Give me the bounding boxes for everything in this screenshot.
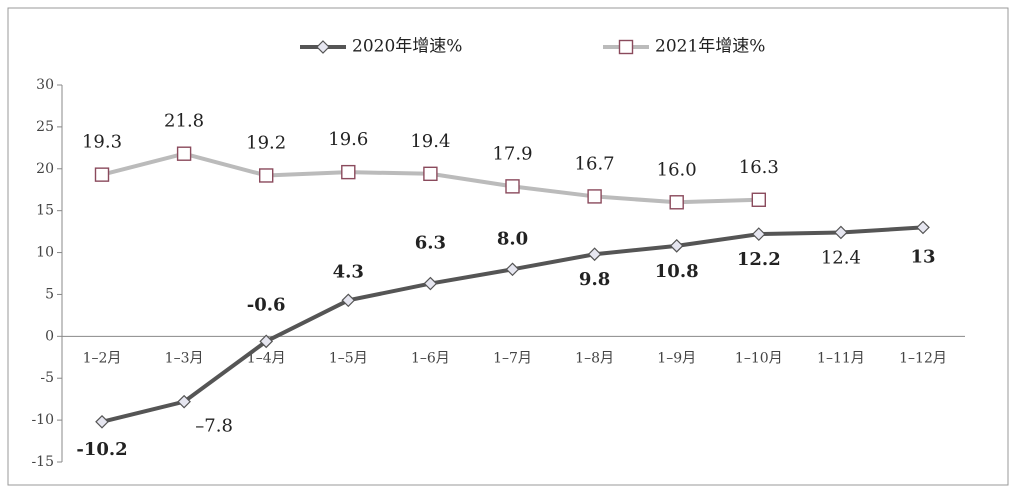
x-tick-label: 1–2月 — [83, 350, 122, 366]
x-tick-label: 1–10月 — [735, 350, 783, 366]
data-label: 16.7 — [575, 153, 615, 174]
data-label: 13 — [910, 246, 935, 267]
y-tick-label: 25 — [36, 119, 54, 135]
data-label: 19.4 — [410, 131, 450, 152]
x-tick-label: 1–12月 — [899, 350, 947, 366]
frame — [7, 7, 1009, 486]
x-tick-label: 1–6月 — [411, 350, 450, 366]
data-label: 12.4 — [821, 247, 861, 268]
data-label: 4.3 — [333, 261, 364, 282]
y-tick-label: 5 — [45, 286, 54, 302]
data-label: 17.9 — [492, 143, 532, 164]
marker-square — [423, 166, 438, 182]
x-tick-label: 1–3月 — [165, 350, 204, 366]
y-tick-label: 15 — [36, 203, 54, 219]
y-tick-label: 10 — [36, 245, 54, 261]
y-tick-label: -15 — [31, 454, 54, 470]
data-label: –7.8 — [195, 416, 233, 437]
data-label: 9.8 — [579, 269, 610, 290]
marker-diamond — [423, 276, 438, 291]
data-label: 8.0 — [497, 228, 528, 249]
legend-label: 2021年增速% — [655, 37, 765, 57]
x-tick-label: 1–8月 — [575, 350, 614, 366]
data-label: -0.6 — [247, 294, 286, 315]
marker-diamond — [177, 394, 191, 409]
marker-diamond — [834, 225, 848, 240]
marker-diamond — [751, 227, 766, 241]
data-label: 19.6 — [328, 129, 368, 150]
marker-diamond — [95, 414, 109, 429]
data-label: 21.8 — [164, 111, 204, 132]
x-tick-label: 1–5月 — [329, 350, 368, 366]
data-label: -10.2 — [76, 439, 127, 460]
marker-square — [751, 192, 766, 207]
marker-square — [341, 164, 356, 180]
data-label: 19.3 — [82, 132, 122, 153]
data-label: 6.3 — [415, 233, 446, 254]
y-tick-label: 30 — [36, 77, 54, 93]
data-label: 16.0 — [657, 159, 697, 180]
x-tick-label: 1–4月 — [247, 350, 286, 366]
y-tick-label: -10 — [31, 412, 54, 428]
series-line — [101, 225, 924, 424]
x-tick-label: 1–7月 — [493, 350, 532, 366]
y-tick-label: -5 — [40, 370, 54, 386]
marker-diamond — [316, 40, 330, 54]
data-label: 10.8 — [655, 261, 699, 282]
marker-diamond — [505, 262, 520, 277]
marker-square — [587, 189, 602, 204]
data-label: 19.2 — [246, 132, 286, 153]
marker-square — [176, 146, 192, 161]
x-tick-label: 1–9月 — [657, 350, 696, 366]
marker-diamond — [916, 220, 930, 235]
marker-square — [505, 179, 520, 194]
x-tick-label: 1–11月 — [817, 350, 865, 366]
marker-diamond — [341, 293, 356, 308]
marker-square — [618, 39, 634, 55]
marker-diamond — [669, 239, 684, 253]
marker-diamond — [259, 334, 274, 349]
y-tick-label: 0 — [45, 328, 54, 344]
marker-diamond — [587, 247, 602, 262]
marker-square — [259, 168, 274, 183]
y-tick-label: 20 — [36, 161, 54, 177]
data-label: 12.2 — [737, 249, 781, 270]
marker-square — [94, 167, 110, 182]
data-label: 16.3 — [739, 157, 779, 178]
legend-label: 2020年增速% — [352, 37, 462, 57]
marker-square — [669, 195, 684, 210]
